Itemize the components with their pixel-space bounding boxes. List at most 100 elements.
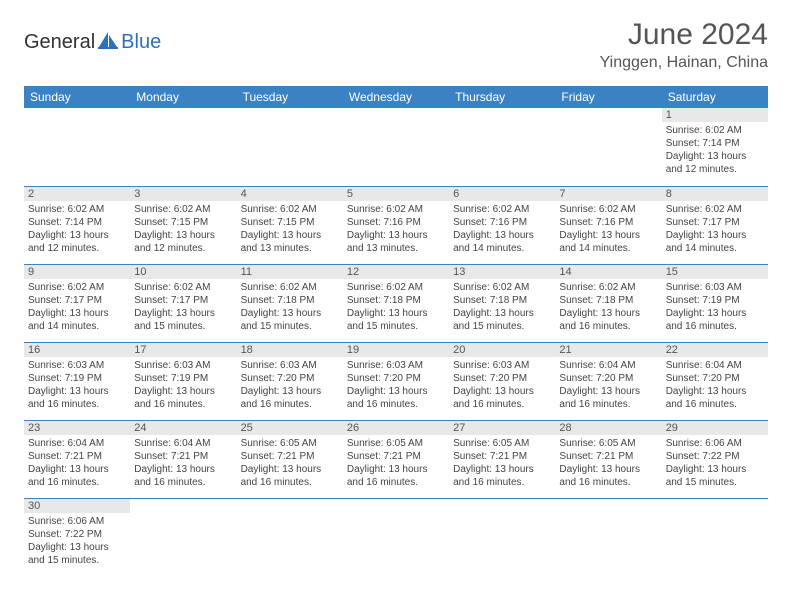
sunset-line: Sunset: 7:16 PM	[453, 216, 551, 229]
calendar-cell: 16Sunrise: 6:03 AMSunset: 7:19 PMDayligh…	[24, 342, 130, 420]
sunset-line: Sunset: 7:19 PM	[666, 294, 764, 307]
day-details: Sunrise: 6:02 AMSunset: 7:17 PMDaylight:…	[130, 279, 236, 337]
daylight-line: Daylight: 13 hours and 16 minutes.	[559, 385, 657, 411]
day-number: 11	[237, 265, 343, 279]
daylight-line: Daylight: 13 hours and 16 minutes.	[134, 463, 232, 489]
calendar-cell	[343, 498, 449, 576]
calendar-cell	[449, 108, 555, 186]
calendar-cell	[237, 108, 343, 186]
weekday-header: Sunday	[24, 86, 130, 108]
calendar-cell	[130, 108, 236, 186]
day-details: Sunrise: 6:06 AMSunset: 7:22 PMDaylight:…	[662, 435, 768, 493]
day-number: 22	[662, 343, 768, 357]
sunset-line: Sunset: 7:21 PM	[134, 450, 232, 463]
day-number: 15	[662, 265, 768, 279]
calendar-cell: 9Sunrise: 6:02 AMSunset: 7:17 PMDaylight…	[24, 264, 130, 342]
daylight-line: Daylight: 13 hours and 16 minutes.	[241, 463, 339, 489]
daylight-line: Daylight: 13 hours and 15 minutes.	[666, 463, 764, 489]
sunrise-line: Sunrise: 6:03 AM	[347, 359, 445, 372]
sunset-line: Sunset: 7:19 PM	[28, 372, 126, 385]
sunset-line: Sunset: 7:19 PM	[134, 372, 232, 385]
sunrise-line: Sunrise: 6:02 AM	[559, 281, 657, 294]
sunset-line: Sunset: 7:18 PM	[241, 294, 339, 307]
daylight-line: Daylight: 13 hours and 16 minutes.	[28, 385, 126, 411]
sunset-line: Sunset: 7:17 PM	[134, 294, 232, 307]
day-number: 7	[555, 187, 661, 201]
sunset-line: Sunset: 7:15 PM	[134, 216, 232, 229]
calendar-cell: 4Sunrise: 6:02 AMSunset: 7:15 PMDaylight…	[237, 186, 343, 264]
sunrise-line: Sunrise: 6:03 AM	[241, 359, 339, 372]
calendar-row: 16Sunrise: 6:03 AMSunset: 7:19 PMDayligh…	[24, 342, 768, 420]
calendar-cell: 25Sunrise: 6:05 AMSunset: 7:21 PMDayligh…	[237, 420, 343, 498]
calendar-cell: 1Sunrise: 6:02 AMSunset: 7:14 PMDaylight…	[662, 108, 768, 186]
calendar-cell: 12Sunrise: 6:02 AMSunset: 7:18 PMDayligh…	[343, 264, 449, 342]
daylight-line: Daylight: 13 hours and 16 minutes.	[453, 463, 551, 489]
calendar-cell: 27Sunrise: 6:05 AMSunset: 7:21 PMDayligh…	[449, 420, 555, 498]
day-details: Sunrise: 6:03 AMSunset: 7:19 PMDaylight:…	[24, 357, 130, 415]
sunset-line: Sunset: 7:15 PM	[241, 216, 339, 229]
sunrise-line: Sunrise: 6:02 AM	[241, 203, 339, 216]
calendar-cell: 28Sunrise: 6:05 AMSunset: 7:21 PMDayligh…	[555, 420, 661, 498]
calendar-body: 1Sunrise: 6:02 AMSunset: 7:14 PMDaylight…	[24, 108, 768, 576]
day-number: 1	[662, 108, 768, 122]
sunrise-line: Sunrise: 6:02 AM	[241, 281, 339, 294]
daylight-line: Daylight: 13 hours and 15 minutes.	[134, 307, 232, 333]
calendar-cell: 22Sunrise: 6:04 AMSunset: 7:20 PMDayligh…	[662, 342, 768, 420]
sunset-line: Sunset: 7:20 PM	[559, 372, 657, 385]
brand-logo: General Blue	[24, 18, 161, 55]
sunrise-line: Sunrise: 6:05 AM	[241, 437, 339, 450]
day-details: Sunrise: 6:02 AMSunset: 7:15 PMDaylight:…	[130, 201, 236, 259]
daylight-line: Daylight: 13 hours and 16 minutes.	[666, 307, 764, 333]
daylight-line: Daylight: 13 hours and 14 minutes.	[666, 229, 764, 255]
day-number: 2	[24, 187, 130, 201]
sunset-line: Sunset: 7:21 PM	[28, 450, 126, 463]
day-details: Sunrise: 6:02 AMSunset: 7:14 PMDaylight:…	[24, 201, 130, 259]
calendar-cell: 14Sunrise: 6:02 AMSunset: 7:18 PMDayligh…	[555, 264, 661, 342]
calendar-cell: 7Sunrise: 6:02 AMSunset: 7:16 PMDaylight…	[555, 186, 661, 264]
sunrise-line: Sunrise: 6:04 AM	[666, 359, 764, 372]
day-details: Sunrise: 6:05 AMSunset: 7:21 PMDaylight:…	[237, 435, 343, 493]
daylight-line: Daylight: 13 hours and 16 minutes.	[559, 307, 657, 333]
calendar-cell	[130, 498, 236, 576]
day-details: Sunrise: 6:02 AMSunset: 7:16 PMDaylight:…	[449, 201, 555, 259]
calendar-cell: 23Sunrise: 6:04 AMSunset: 7:21 PMDayligh…	[24, 420, 130, 498]
sunrise-line: Sunrise: 6:03 AM	[28, 359, 126, 372]
day-details: Sunrise: 6:02 AMSunset: 7:18 PMDaylight:…	[343, 279, 449, 337]
daylight-line: Daylight: 13 hours and 14 minutes.	[28, 307, 126, 333]
day-number: 29	[662, 421, 768, 435]
day-details: Sunrise: 6:03 AMSunset: 7:19 PMDaylight:…	[130, 357, 236, 415]
calendar-cell	[555, 108, 661, 186]
sunrise-line: Sunrise: 6:02 AM	[666, 124, 764, 137]
sunrise-line: Sunrise: 6:02 AM	[347, 203, 445, 216]
day-details: Sunrise: 6:02 AMSunset: 7:17 PMDaylight:…	[662, 201, 768, 259]
sunset-line: Sunset: 7:22 PM	[28, 528, 126, 541]
calendar-cell: 24Sunrise: 6:04 AMSunset: 7:21 PMDayligh…	[130, 420, 236, 498]
sunset-line: Sunset: 7:16 PM	[559, 216, 657, 229]
sunrise-line: Sunrise: 6:02 AM	[28, 281, 126, 294]
calendar-cell: 29Sunrise: 6:06 AMSunset: 7:22 PMDayligh…	[662, 420, 768, 498]
weekday-header: Wednesday	[343, 86, 449, 108]
sunrise-line: Sunrise: 6:06 AM	[28, 515, 126, 528]
calendar-cell	[237, 498, 343, 576]
day-details: Sunrise: 6:03 AMSunset: 7:20 PMDaylight:…	[449, 357, 555, 415]
daylight-line: Daylight: 13 hours and 16 minutes.	[241, 385, 339, 411]
daylight-line: Daylight: 13 hours and 12 minutes.	[666, 150, 764, 176]
sunset-line: Sunset: 7:21 PM	[559, 450, 657, 463]
daylight-line: Daylight: 13 hours and 12 minutes.	[134, 229, 232, 255]
calendar-cell: 15Sunrise: 6:03 AMSunset: 7:19 PMDayligh…	[662, 264, 768, 342]
day-number: 6	[449, 187, 555, 201]
sunset-line: Sunset: 7:18 PM	[453, 294, 551, 307]
day-details: Sunrise: 6:06 AMSunset: 7:22 PMDaylight:…	[24, 513, 130, 571]
day-number: 9	[24, 265, 130, 279]
day-number: 20	[449, 343, 555, 357]
day-details: Sunrise: 6:05 AMSunset: 7:21 PMDaylight:…	[449, 435, 555, 493]
sunset-line: Sunset: 7:22 PM	[666, 450, 764, 463]
sunrise-line: Sunrise: 6:03 AM	[134, 359, 232, 372]
sunrise-line: Sunrise: 6:06 AM	[666, 437, 764, 450]
day-details: Sunrise: 6:02 AMSunset: 7:14 PMDaylight:…	[662, 122, 768, 180]
day-number: 30	[24, 499, 130, 513]
day-details: Sunrise: 6:02 AMSunset: 7:18 PMDaylight:…	[449, 279, 555, 337]
weekday-header: Friday	[555, 86, 661, 108]
sunrise-line: Sunrise: 6:02 AM	[453, 281, 551, 294]
sunset-line: Sunset: 7:14 PM	[28, 216, 126, 229]
